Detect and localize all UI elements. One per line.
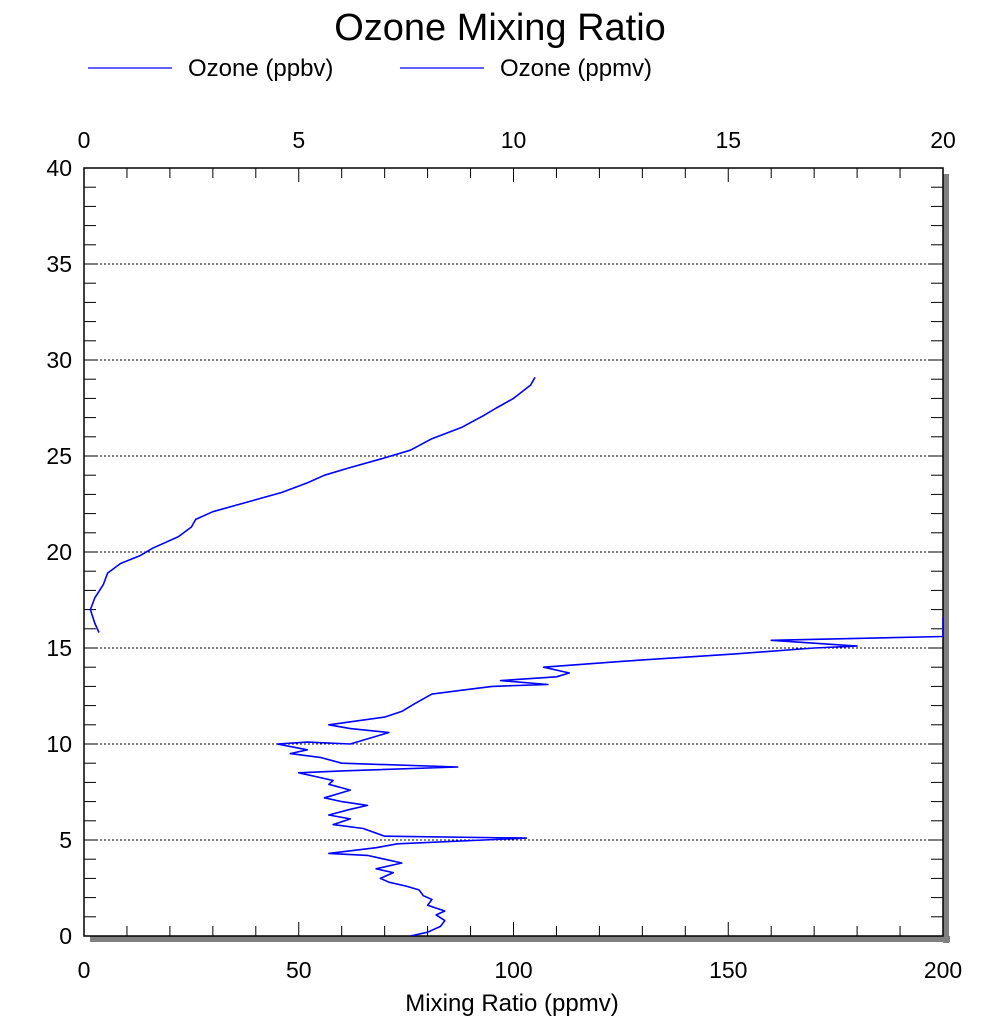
x-tick-label-bottom: 100 [494,957,532,983]
y-tick-label: 35 [46,251,72,277]
x-tick-label-bottom: 50 [286,957,312,983]
y-tick-label: 0 [59,923,72,949]
legend: Ozone (ppbv) Ozone (ppmv) [88,55,652,82]
plot-shadow-bottom [90,936,950,942]
series-line-top [89,376,536,633]
x-tick-label-bottom: 200 [924,957,962,983]
y-tick-label: 25 [46,443,72,469]
y-tick-label: 10 [46,731,72,757]
x-tick-label-top: 20 [930,127,956,153]
chart-title: Ozone Mixing Ratio [334,7,666,49]
y-tick-label: 30 [46,347,72,373]
x-tick-label-bottom: 150 [709,957,747,983]
legend-label: Ozone (ppbv) [188,55,333,82]
x-tick-label-top: 15 [715,127,741,153]
x-tick-label-top: 10 [501,127,527,153]
plot-shadow-right [943,174,949,943]
x-tick-label-top: 0 [78,127,91,153]
series-line-bottom [276,617,943,936]
y-tick-label: 20 [46,539,72,565]
y-tick-label: 15 [46,635,72,661]
x-tick-label-bottom: 0 [78,957,91,983]
y-tick-label: 5 [59,827,72,853]
x-axis-label: Mixing Ratio (ppmv) [405,990,618,1017]
x-tick-label-top: 5 [292,127,305,153]
legend-label: Ozone (ppmv) [500,55,652,82]
y-tick-label: 40 [46,155,72,181]
